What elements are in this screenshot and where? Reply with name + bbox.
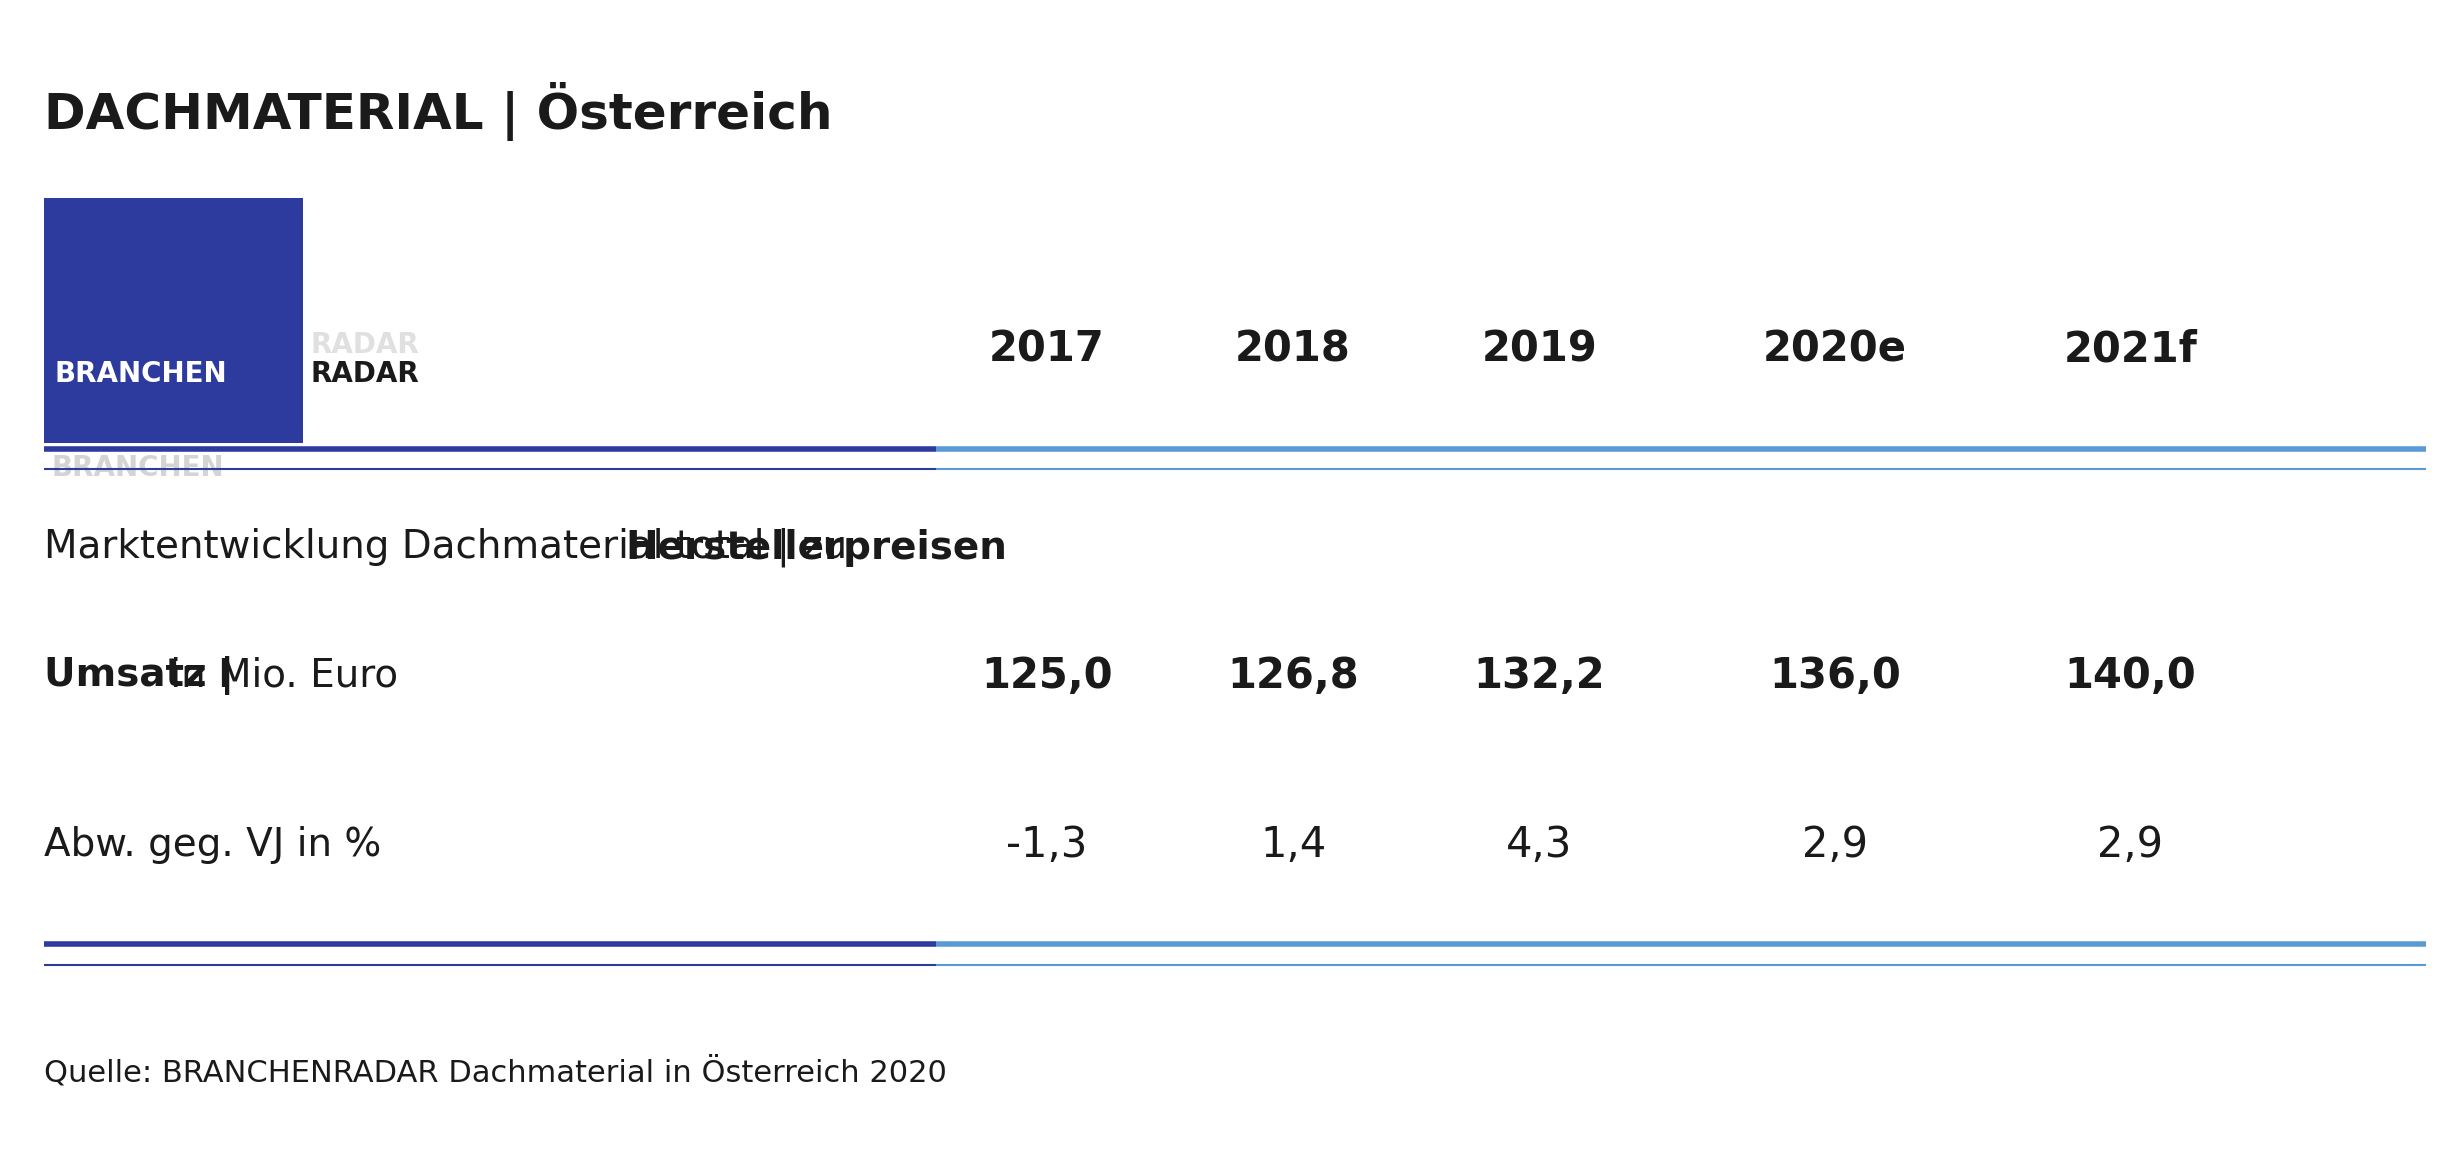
Text: 126,8: 126,8	[1227, 655, 1360, 697]
Text: 4,3: 4,3	[1507, 824, 1571, 866]
Text: Abw. geg. VJ in %: Abw. geg. VJ in %	[44, 826, 382, 863]
Text: RADAR: RADAR	[310, 360, 419, 388]
Text: 2017: 2017	[988, 329, 1106, 370]
Text: 132,2: 132,2	[1473, 655, 1606, 697]
Text: 2,9: 2,9	[1803, 824, 1867, 866]
Text: in Mio. Euro: in Mio. Euro	[158, 657, 399, 694]
Text: 2019: 2019	[1483, 329, 1596, 370]
Text: 2020e: 2020e	[1764, 329, 1906, 370]
Text: 140,0: 140,0	[2064, 655, 2197, 697]
Text: Umsatz |: Umsatz |	[44, 656, 234, 696]
FancyBboxPatch shape	[44, 198, 303, 443]
Text: 136,0: 136,0	[1768, 655, 1901, 697]
Text: 2018: 2018	[1234, 329, 1352, 370]
Text: BRANCHEN: BRANCHEN	[54, 360, 227, 388]
Text: Quelle: BRANCHENRADAR Dachmaterial in Österreich 2020: Quelle: BRANCHENRADAR Dachmaterial in Ös…	[44, 1055, 948, 1088]
Text: 2,9: 2,9	[2098, 824, 2163, 866]
Text: 1,4: 1,4	[1261, 824, 1325, 866]
Text: Marktentwicklung Dachmaterial total | zu: Marktentwicklung Dachmaterial total | zu	[44, 528, 860, 567]
Text: RADAR: RADAR	[310, 331, 419, 359]
Text: 125,0: 125,0	[980, 655, 1113, 697]
Text: -1,3: -1,3	[1005, 824, 1089, 866]
Text: BRANCHEN: BRANCHEN	[52, 454, 224, 482]
Text: 2021f: 2021f	[2064, 329, 2197, 370]
Text: DACHMATERIAL | Österreich: DACHMATERIAL | Österreich	[44, 82, 832, 141]
Text: Herstellerpreisen: Herstellerpreisen	[626, 529, 1007, 566]
